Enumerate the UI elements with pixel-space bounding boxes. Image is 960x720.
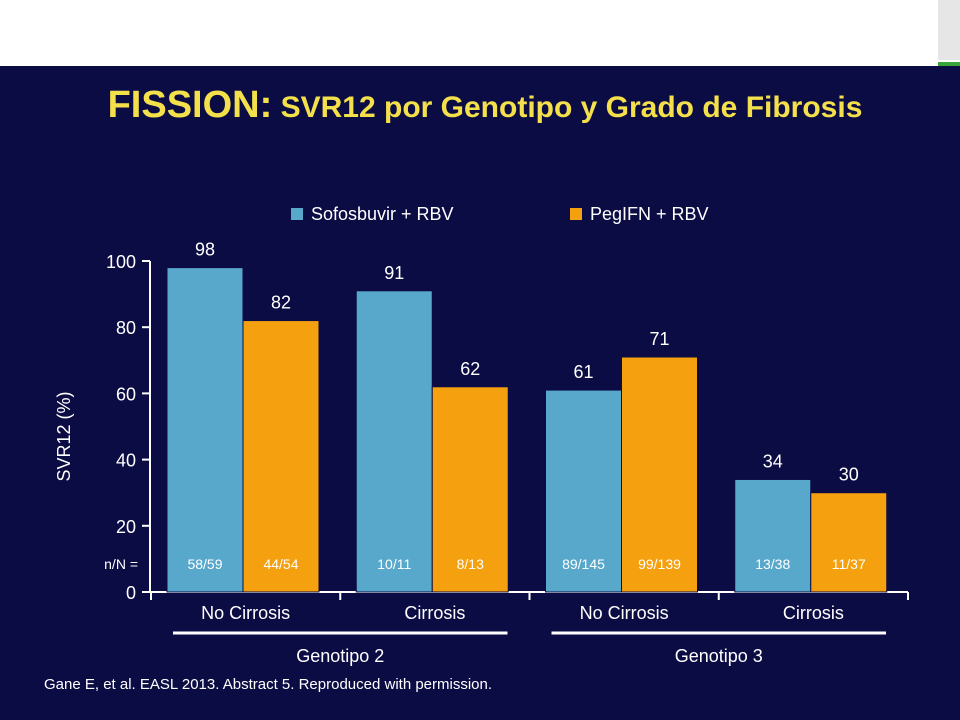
bar-sofosbuvir: [166, 267, 244, 593]
bar-value-label: 91: [384, 263, 404, 283]
header-side-strip: [938, 0, 960, 60]
bar-nN-label: 8/13: [457, 556, 484, 572]
bar-value-label: 62: [460, 359, 480, 379]
bar-value-label: 34: [763, 451, 783, 471]
bar-pegifn: [431, 386, 509, 593]
y-tick-label: 80: [116, 318, 136, 338]
bar-sofosbuvir: [355, 290, 433, 593]
bar-nN-label: 13/38: [755, 556, 790, 572]
y-tick-label: 20: [116, 517, 136, 537]
source-citation: Gane E, et al. EASL 2013. Abstract 5. Re…: [44, 676, 493, 693]
bar-value-label: 98: [195, 240, 215, 260]
bar-sofosbuvir: [545, 389, 622, 593]
bar-nN-label: 44/54: [263, 556, 298, 572]
bar-nN-label: 11/37: [832, 556, 866, 572]
nN-label: n/N =: [104, 556, 138, 572]
bar-nN-label: 89/145: [562, 556, 605, 572]
x-category-label: Cirrosis: [783, 603, 844, 623]
bar-pegifn: [621, 356, 698, 593]
x-category-label: No Cirrosis: [580, 603, 669, 623]
y-tick-label: 60: [116, 384, 136, 404]
slide-title: FISSION: SVR12 por Genotipo y Grado de F…: [60, 82, 910, 136]
header-accent-line: [938, 62, 960, 66]
y-axis-label: SVR12 (%): [54, 391, 74, 481]
bar-pegifn: [810, 492, 888, 593]
y-tick-label: 100: [106, 252, 136, 272]
header-band: [0, 0, 960, 66]
group-label: Genotipo 2: [296, 646, 384, 666]
bar-value-label: 71: [649, 329, 669, 349]
legend-swatch: [570, 208, 582, 220]
y-tick-label: 0: [126, 583, 136, 603]
y-tick-label: 40: [116, 451, 136, 471]
bar-nN-label: 58/59: [187, 556, 222, 572]
legend-label: Sofosbuvir + RBV: [311, 204, 454, 224]
bar-value-label: 82: [271, 293, 291, 313]
x-category-label: No Cirrosis: [201, 603, 290, 623]
legend-swatch: [291, 208, 303, 220]
bar-nN-label: 10/11: [377, 556, 411, 572]
group-label: Genotipo 3: [675, 646, 763, 666]
slide-title-sub: SVR12 por Genotipo y Grado de Fibrosis: [272, 91, 863, 124]
bar-nN-label: 99/139: [638, 556, 681, 572]
bar-sofosbuvir: [734, 478, 812, 593]
bar-value-label: 61: [573, 362, 593, 382]
legend-label: PegIFN + RBV: [590, 204, 709, 224]
bar-value-label: 30: [839, 465, 859, 485]
slide-title-main: FISSION:: [107, 84, 273, 126]
x-category-label: Cirrosis: [404, 603, 465, 623]
bar-pegifn: [242, 320, 320, 593]
